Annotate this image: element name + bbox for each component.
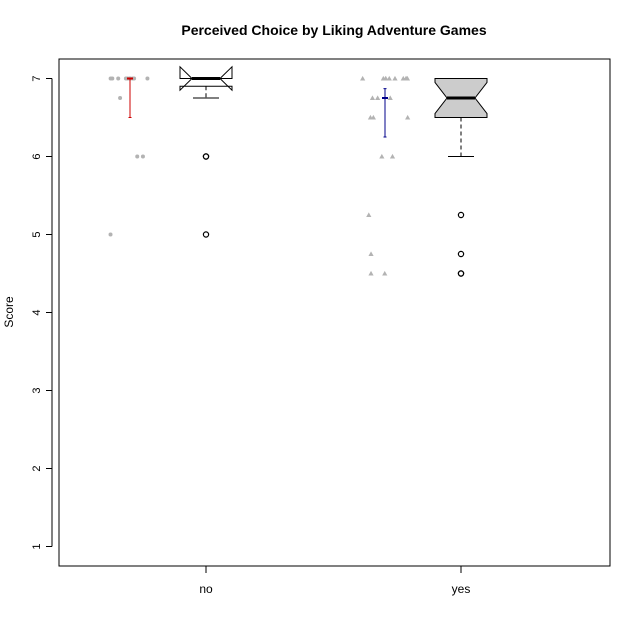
y-axis-label: Score [2, 296, 16, 328]
data-point [135, 154, 140, 159]
data-point [379, 153, 385, 159]
data-point [405, 114, 411, 120]
data-point [118, 96, 123, 100]
group-no [108, 65, 233, 238]
y-tick-label: 5 [31, 231, 43, 237]
chart-marks [108, 65, 488, 277]
data-point [108, 232, 113, 237]
data-point [360, 75, 366, 81]
x-tick-label: no [199, 582, 213, 596]
data-point [387, 95, 393, 100]
data-point [386, 75, 392, 81]
data-point [392, 75, 398, 81]
y-tick-label: 2 [31, 465, 43, 471]
outlier-point [202, 231, 210, 238]
data-point [368, 251, 374, 256]
data-point [367, 114, 374, 120]
data-point [383, 75, 389, 81]
data-point [375, 95, 381, 100]
outlier-point [202, 153, 210, 160]
data-point [368, 270, 374, 276]
plot-frame [58, 58, 611, 567]
data-point [389, 153, 396, 159]
y-tick-label: 3 [31, 387, 43, 393]
chart-title: Perceived Choice by Liking Adventure Gam… [181, 22, 486, 38]
x-axis: no yes [199, 565, 471, 596]
data-point [369, 95, 376, 100]
data-point [366, 212, 372, 217]
data-point [140, 154, 145, 159]
data-point [108, 76, 113, 81]
data-point [145, 76, 150, 81]
y-tick-label: 7 [31, 75, 43, 81]
y-tick-label: 4 [31, 309, 43, 315]
data-point [403, 75, 409, 81]
outlier-point [457, 250, 465, 258]
data-point [132, 76, 137, 81]
x-tick-label: yes [452, 582, 471, 596]
data-point [382, 270, 388, 276]
outlier-point [457, 211, 465, 219]
y-tick-label: 6 [31, 153, 43, 159]
outlier-point [457, 270, 465, 277]
data-point [123, 76, 128, 81]
group-yes [360, 75, 488, 277]
y-axis: 1 2 3 4 5 6 7 [31, 75, 53, 550]
y-tick-label: 1 [31, 543, 43, 549]
data-point [116, 76, 121, 81]
